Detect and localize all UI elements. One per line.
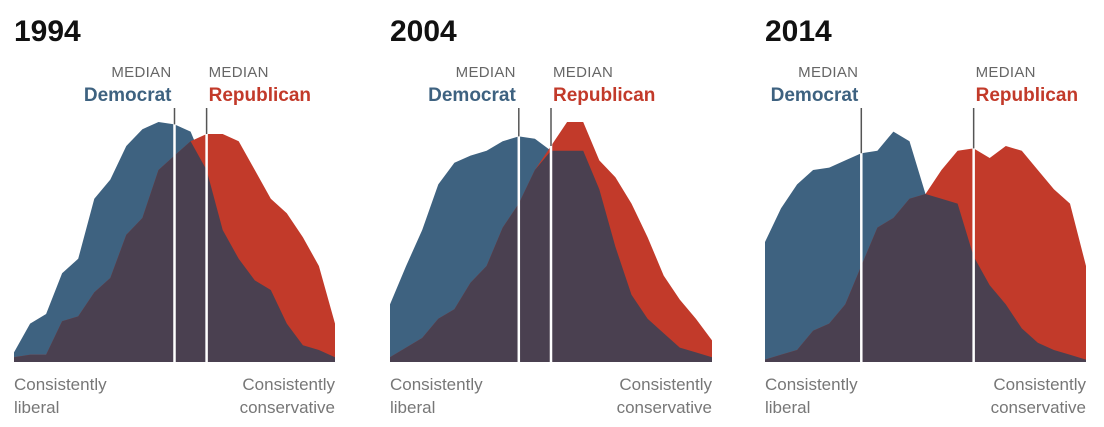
overlap-area-2014: [765, 194, 1086, 362]
median-label-democrat-1994: Democrat: [84, 85, 172, 106]
axis-left-line2-2014: liberal: [765, 398, 810, 417]
median-heading-democrat-2014: MEDIAN: [798, 64, 858, 81]
median-label-republican-2014: Republican: [976, 85, 1078, 106]
axis-left-line2-2004: liberal: [390, 398, 435, 417]
median-label-democrat-2014: Democrat: [771, 85, 859, 106]
axis-left-line2-1994: liberal: [14, 398, 59, 417]
median-heading-democrat-2004: MEDIAN: [456, 64, 516, 81]
median-label-republican-2004: Republican: [553, 85, 655, 106]
year-title-2004: 2004: [390, 15, 457, 48]
axis-right-line2-2014: conservative: [991, 398, 1086, 417]
year-title-1994: 1994: [14, 15, 81, 48]
axis-right-line1-1994: Consistently: [242, 375, 335, 394]
year-title-2014: 2014: [765, 15, 832, 48]
median-label-democrat-2004: Democrat: [428, 85, 516, 106]
median-heading-democrat-1994: MEDIAN: [111, 64, 171, 81]
axis-right-line1-2014: Consistently: [993, 375, 1086, 394]
axis-left-line1-2014: Consistently: [765, 375, 858, 394]
axis-right-line2-1994: conservative: [240, 398, 335, 417]
median-heading-republican-1994: MEDIAN: [209, 64, 269, 81]
axis-right-line1-2004: Consistently: [619, 375, 712, 394]
axis-right-line2-2004: conservative: [617, 398, 712, 417]
median-label-republican-1994: Republican: [209, 85, 311, 106]
axis-left-line1-1994: Consistently: [14, 375, 107, 394]
median-heading-republican-2004: MEDIAN: [553, 64, 613, 81]
axis-left-line1-2004: Consistently: [390, 375, 483, 394]
median-heading-republican-2014: MEDIAN: [976, 64, 1036, 81]
